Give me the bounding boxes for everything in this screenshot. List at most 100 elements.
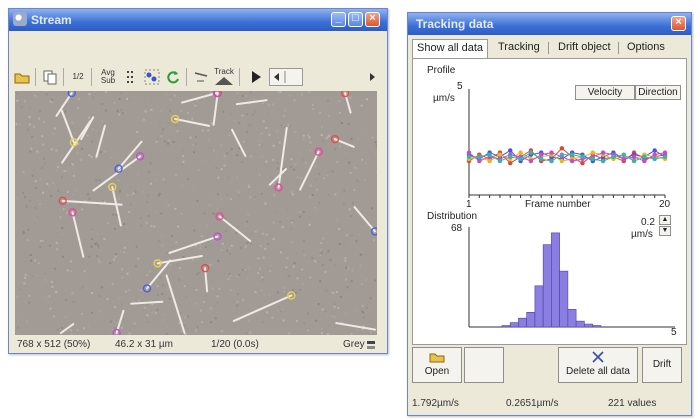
tracked-marker[interactable] [200, 263, 210, 273]
tracked-marker[interactable] [112, 328, 121, 336]
refresh-button[interactable] [164, 68, 182, 86]
tracked-marker[interactable] [108, 182, 117, 192]
tracked-marker[interactable] [340, 91, 350, 98]
tracking-title-bar[interactable]: Tracking data × [408, 13, 691, 35]
noise-speck [173, 94, 176, 97]
open-folder-button[interactable] [13, 68, 31, 86]
noise-speck [27, 228, 30, 231]
noise-speck [270, 114, 273, 117]
noise-speck [237, 191, 240, 194]
tracked-marker[interactable] [330, 134, 340, 144]
noise-speck [33, 125, 36, 128]
noise-speck [77, 126, 80, 129]
close-button[interactable]: × [365, 12, 380, 27]
half-size-button[interactable]: 1/2 [72, 72, 84, 81]
step-forward-button[interactable] [363, 68, 381, 86]
profile-point [497, 158, 503, 164]
noise-speck [70, 329, 73, 332]
noise-speck [121, 268, 124, 271]
particle-button[interactable] [143, 68, 161, 86]
close-button[interactable]: × [671, 16, 686, 31]
open-button[interactable]: Open [412, 347, 462, 383]
noise-speck [174, 207, 177, 210]
tracked-marker[interactable] [142, 284, 152, 293]
tracked-marker[interactable] [114, 164, 123, 173]
minimize-button[interactable]: _ [331, 12, 346, 27]
empty-button[interactable] [464, 347, 504, 383]
tab-options[interactable]: Options [627, 41, 665, 53]
stream-title-bar[interactable]: Stream _ □ × [9, 9, 387, 31]
maximize-button[interactable]: □ [348, 12, 363, 27]
avg-sub-button[interactable]: Avg Sub [97, 68, 119, 86]
noise-speck [254, 291, 257, 294]
noise-speck [39, 246, 42, 249]
drift-button[interactable]: Drift [642, 347, 682, 383]
noise-speck [197, 272, 200, 275]
noise-speck [15, 120, 18, 123]
noise-speck [220, 144, 223, 147]
copy-button[interactable] [41, 68, 59, 86]
noise-speck [254, 230, 257, 233]
noise-speck [220, 168, 223, 171]
delete-all-button[interactable]: Delete all data [558, 347, 638, 383]
noise-speck [109, 320, 112, 323]
velocity-button[interactable]: Velocity [575, 85, 635, 100]
noise-speck [374, 141, 377, 144]
noise-speck [361, 158, 364, 161]
noise-speck [48, 244, 51, 247]
tracked-marker[interactable] [67, 91, 76, 98]
tab-drift-object[interactable]: Drift object [558, 41, 611, 53]
noise-speck [168, 139, 171, 142]
noise-speck [153, 225, 156, 228]
histogram-bar [567, 309, 577, 328]
noise-speck [116, 322, 119, 325]
filament [61, 119, 92, 164]
noise-speck [278, 305, 281, 308]
play-button[interactable] [247, 68, 265, 86]
tracked-marker[interactable] [58, 196, 67, 206]
noise-speck [42, 239, 45, 242]
tracked-marker[interactable] [370, 227, 378, 236]
noise-speck [199, 243, 202, 246]
track-button[interactable]: Track [213, 68, 235, 86]
noise-speck [114, 255, 117, 258]
tracked-marker[interactable] [135, 152, 145, 161]
noise-speck [245, 332, 248, 335]
image-viewer[interactable] [15, 91, 377, 335]
frame-slider[interactable] [269, 68, 303, 86]
tracked-marker[interactable] [274, 183, 283, 192]
noise-speck [160, 212, 163, 215]
noise-speck [201, 129, 204, 132]
tracked-marker[interactable] [170, 114, 180, 124]
noise-speck [327, 114, 330, 117]
noise-speck [147, 214, 150, 217]
bin-up-button[interactable]: ▲ [659, 215, 671, 225]
noise-speck [34, 275, 37, 278]
noise-speck [287, 124, 290, 127]
tracked-marker[interactable] [314, 147, 323, 156]
noise-speck [311, 193, 314, 196]
noise-speck [117, 297, 120, 300]
direction-button[interactable]: Direction [635, 85, 681, 100]
noise-speck [244, 268, 247, 271]
profile-point [569, 152, 575, 157]
tracked-marker[interactable] [212, 91, 222, 98]
bin-down-button[interactable]: ▼ [659, 226, 671, 236]
tracked-marker[interactable] [287, 291, 296, 300]
noise-speck [239, 246, 242, 249]
tab-tracking[interactable]: Tracking [498, 41, 540, 53]
tracked-marker[interactable] [68, 208, 77, 217]
palette-icon[interactable] [367, 339, 377, 351]
microscopy-image[interactable] [15, 91, 377, 335]
measure-button[interactable] [192, 68, 210, 86]
tracked-marker[interactable] [153, 259, 162, 268]
noise-speck [338, 228, 341, 231]
noise-speck [196, 199, 199, 202]
noise-speck [16, 295, 19, 298]
grid-button[interactable] [122, 68, 140, 86]
profile-point [477, 154, 482, 160]
tab-show-all-data[interactable]: Show all data [412, 39, 489, 58]
tracked-marker[interactable] [69, 138, 79, 147]
tracked-marker[interactable] [215, 212, 224, 221]
tracked-marker[interactable] [213, 232, 222, 241]
